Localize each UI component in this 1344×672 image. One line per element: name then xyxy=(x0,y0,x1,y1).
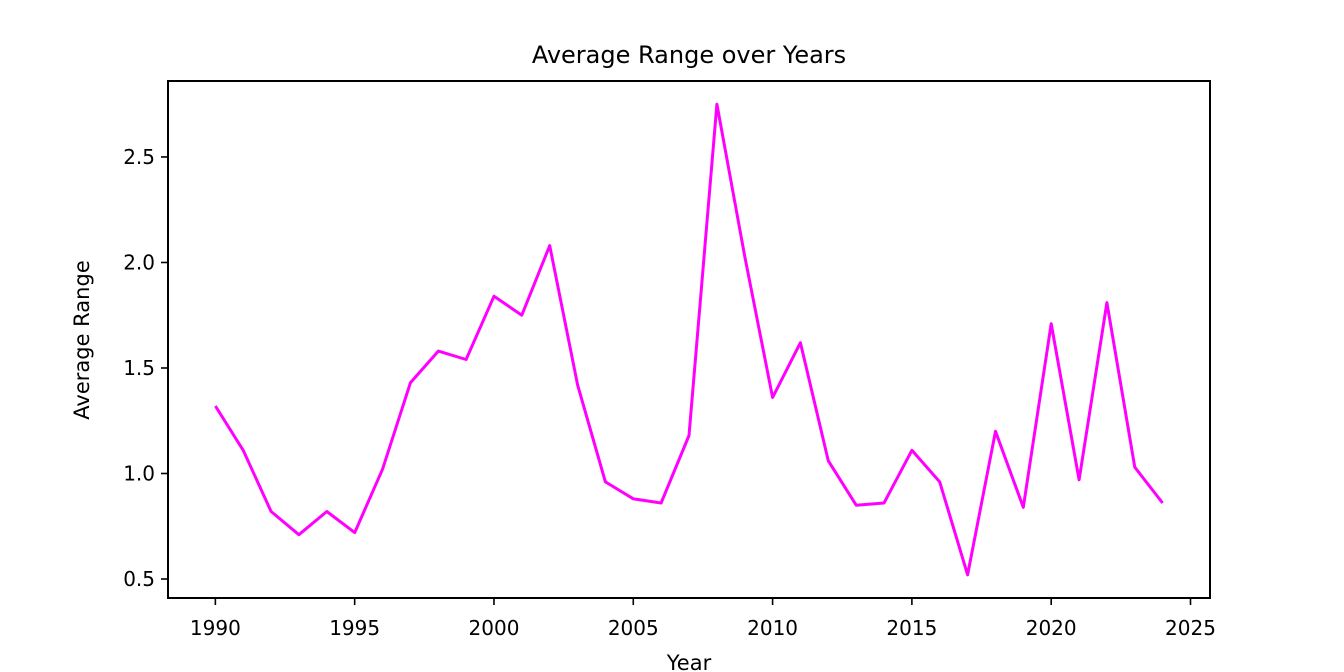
x-axis: 1990 1995 2000 2005 2010 2015 2020 2025 xyxy=(190,598,1216,640)
y-tick-label: 1.0 xyxy=(123,461,155,485)
y-tick-label: 2.0 xyxy=(123,250,155,274)
x-tick-label: 1990 xyxy=(190,616,241,640)
x-tick-label: 2015 xyxy=(886,616,937,640)
plot-frame xyxy=(167,80,1211,599)
plot-area xyxy=(167,80,1211,599)
series-line xyxy=(214,102,1164,577)
y-tick-label: 2.5 xyxy=(123,145,155,169)
chart-title: Average Range over Years xyxy=(532,41,846,69)
y-axis: 0.5 1.0 1.5 2.0 2.5 xyxy=(123,145,168,591)
x-tick-label: 2010 xyxy=(747,616,798,640)
x-axis-title: Year xyxy=(666,651,712,672)
x-tick-label: 2025 xyxy=(1165,616,1216,640)
x-tick-label: 2005 xyxy=(608,616,659,640)
y-tick-label: 1.5 xyxy=(123,356,155,380)
x-tick-label: 2000 xyxy=(469,616,520,640)
x-tick-label: 1995 xyxy=(329,616,380,640)
y-axis-title: Average Range xyxy=(70,260,94,419)
y-tick-label: 0.5 xyxy=(123,567,155,591)
x-tick-label: 2020 xyxy=(1026,616,1077,640)
